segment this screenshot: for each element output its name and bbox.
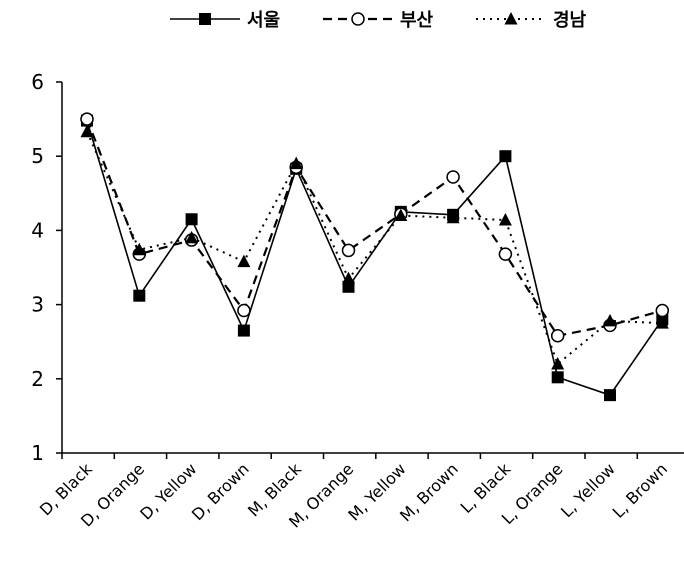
y-tick-label: 1 [31, 441, 44, 465]
data-point-square [133, 289, 146, 302]
data-point-square [604, 389, 616, 402]
data-point-square [499, 150, 512, 163]
data-point-circle [341, 243, 356, 258]
data-point-square [199, 13, 211, 25]
data-point-triangle [289, 156, 303, 170]
data-point-circle [237, 303, 251, 318]
x-tick-label: L, Yellow [557, 459, 619, 521]
data-point-circle [351, 12, 365, 26]
data-point-square [185, 213, 198, 226]
legend-label: 경남 [553, 10, 587, 31]
legend-item: 서울 [170, 10, 280, 31]
data-point-square [237, 324, 250, 337]
data-point-triangle [655, 316, 669, 329]
legend-item: 경남 [476, 10, 587, 31]
y-ticks: 1 2 3 4 5 6 [31, 70, 62, 465]
data-point-circle [550, 329, 565, 343]
data-point-square [551, 371, 564, 384]
data-point-triangle [394, 208, 408, 222]
data-point-triangle [237, 254, 251, 268]
legend: 서울 부산 경남 [170, 10, 587, 31]
data-point-triangle [185, 230, 199, 244]
legend-label: 부산 [400, 10, 434, 31]
data-point-triangle [498, 213, 512, 226]
data-point-triangle [603, 313, 617, 327]
data-point-circle [498, 247, 513, 261]
y-tick-label: 2 [31, 367, 44, 391]
y-tick-label: 3 [31, 293, 44, 317]
legend-item: 부산 [323, 10, 434, 31]
series-line [86, 120, 663, 397]
series-markers [80, 112, 670, 402]
series-line [86, 131, 663, 366]
legend-label: 서울 [247, 10, 280, 31]
axes [61, 82, 684, 454]
data-point-triangle [80, 124, 94, 138]
data-point-circle [655, 303, 670, 318]
x-tick-label: L, Brown [609, 459, 671, 521]
data-point-triangle [551, 356, 565, 370]
y-tick-label: 5 [31, 144, 44, 168]
data-point-triangle [446, 210, 460, 224]
series-lines [85, 118, 663, 397]
data-point-triangle [342, 271, 355, 285]
x-tick-label: D, Brown [188, 459, 253, 524]
data-point-triangle [504, 12, 518, 25]
y-tick-label: 6 [31, 70, 44, 94]
data-point-triangle [132, 242, 146, 256]
data-point-circle [80, 112, 94, 126]
series-line [85, 118, 663, 337]
data-point-circle [446, 170, 460, 184]
y-tick-label: 4 [31, 218, 44, 242]
